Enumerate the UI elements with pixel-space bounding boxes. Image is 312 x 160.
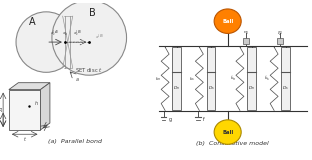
Text: $\tilde{k}_s$: $\tilde{k}_s$ <box>264 75 270 83</box>
Text: (b)  Constitutive model: (b) Constitutive model <box>196 141 269 146</box>
Polygon shape <box>41 83 50 130</box>
Text: A: A <box>28 17 35 27</box>
Bar <box>247 47 256 110</box>
Polygon shape <box>9 90 41 130</box>
Text: $x^{(B)}$: $x^{(B)}$ <box>95 33 104 42</box>
Bar <box>173 47 181 110</box>
Text: Ball: Ball <box>222 19 233 24</box>
Text: (a)  Parallel bond: (a) Parallel bond <box>48 139 102 144</box>
Polygon shape <box>9 83 50 90</box>
Text: $\tilde{k}_n$: $\tilde{k}_n$ <box>230 75 236 83</box>
Bar <box>277 38 283 44</box>
Text: $D_s$: $D_s$ <box>207 84 215 92</box>
Circle shape <box>214 120 241 144</box>
Circle shape <box>52 0 127 75</box>
Circle shape <box>214 9 241 33</box>
Bar <box>207 47 215 110</box>
Text: f: f <box>203 117 205 122</box>
Text: $D_n$: $D_n$ <box>248 84 255 92</box>
Text: $t$: $t$ <box>22 135 27 143</box>
Text: Ball: Ball <box>222 130 233 135</box>
Text: $\xi_0$: $\xi_0$ <box>277 29 283 37</box>
Circle shape <box>16 12 76 72</box>
Text: $x_b$: $x_b$ <box>61 30 68 38</box>
Text: $k_s$: $k_s$ <box>189 75 195 83</box>
Text: $x_c^{(A)}$: $x_c^{(A)}$ <box>50 28 59 39</box>
Bar <box>281 47 290 110</box>
Text: $n_0$: $n_0$ <box>243 29 249 37</box>
Text: $k_n$: $k_n$ <box>155 75 161 83</box>
Text: $h$: $h$ <box>34 99 38 107</box>
Text: $D_s$: $D_s$ <box>282 84 289 92</box>
Text: $2R$: $2R$ <box>0 106 3 114</box>
Text: $x_c^{(B)}$: $x_c^{(B)}$ <box>73 28 82 39</box>
Text: $D_n$: $D_n$ <box>173 84 180 92</box>
Text: g: g <box>169 117 172 122</box>
Text: B: B <box>89 8 95 18</box>
Text: SET disc $t$: SET disc $t$ <box>75 66 103 74</box>
Text: $L$: $L$ <box>0 116 1 124</box>
Bar <box>243 38 249 44</box>
Text: $a$: $a$ <box>76 76 80 83</box>
